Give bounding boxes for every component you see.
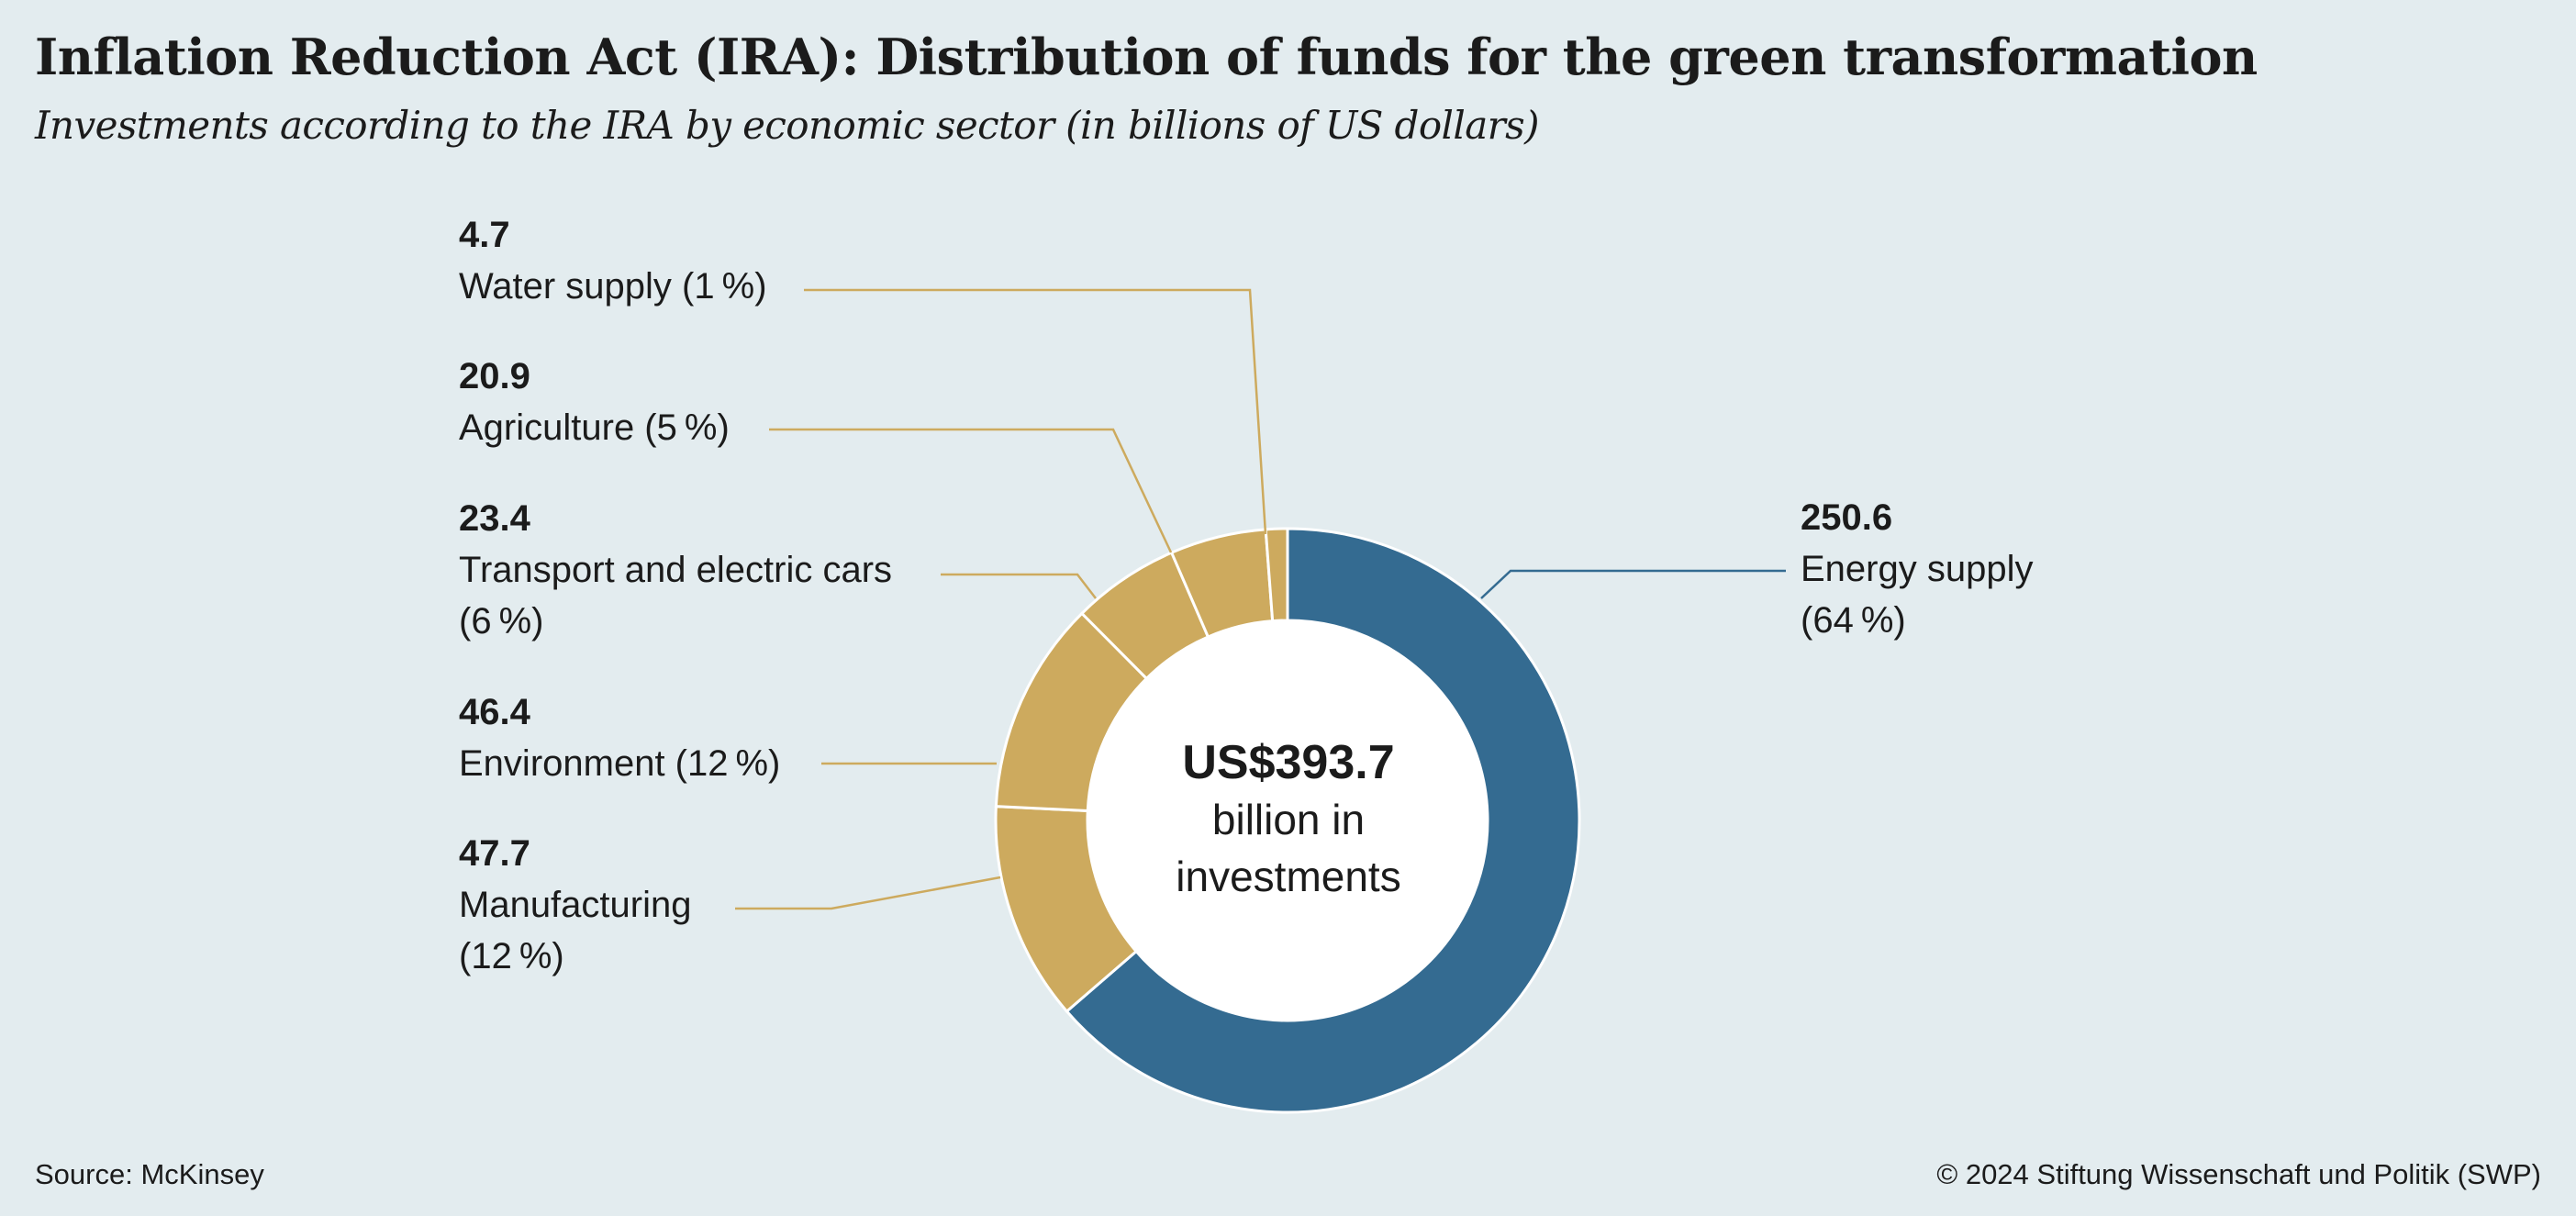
value-agriculture: 20.9 <box>459 356 530 396</box>
leader-line-transport <box>941 573 1097 599</box>
donut-hole <box>1088 621 1487 1020</box>
name-manufacturing-percent: (12 %) <box>459 936 564 976</box>
leader-lines <box>735 288 1786 910</box>
name-agriculture: Agriculture (5 %) <box>459 407 730 448</box>
source-note: Source: McKinsey <box>35 1158 264 1190</box>
value-manufacturing: 47.7 <box>459 833 530 874</box>
label-agriculture: 20.9 Agriculture (5 %) <box>459 351 730 453</box>
chart-subtitle: Investments according to the IRA by econ… <box>35 103 1539 148</box>
donut-slices <box>994 527 1581 1114</box>
total-amount: US$393.7 <box>1182 736 1395 789</box>
leader-line-energy <box>1480 569 1786 599</box>
name-water-supply: Water supply (1 %) <box>459 266 767 307</box>
leader-line-agriculture <box>769 428 1173 553</box>
label-manufacturing: 47.7 Manufacturing (12 %) <box>459 828 691 982</box>
value-energy-supply: 250.6 <box>1801 497 1893 538</box>
value-transport: 23.4 <box>459 498 530 539</box>
label-transport: 23.4 Transport and electric cars (6 %) <box>459 493 892 647</box>
name-environment: Environment (12 %) <box>459 743 781 784</box>
leader-line-water <box>804 288 1267 535</box>
name-transport-percent: (6 %) <box>459 601 544 641</box>
leader-line-manufacturing <box>735 876 1001 910</box>
value-environment: 46.4 <box>459 692 530 732</box>
name-energy-supply: Energy supply <box>1801 549 2034 589</box>
label-energy-supply: 250.6 Energy supply (64 %) <box>1801 492 2033 646</box>
label-water-supply: 4.7 Water supply (1 %) <box>459 209 767 312</box>
name-transport: Transport and electric cars <box>459 550 893 590</box>
center-line-1: billion in <box>1211 796 1366 843</box>
name-energy-supply-percent: (64 %) <box>1801 600 1906 641</box>
slice-energy-supply <box>1065 527 1581 1114</box>
chart-title: Inflation Reduction Act (IRA): Distribut… <box>35 28 2258 86</box>
value-water-supply: 4.7 <box>459 215 510 255</box>
copyright-note: © 2024 Stiftung Wissenschaft und Politik… <box>1936 1158 2541 1190</box>
donut-center-label: US$393.7 billion in investments <box>1123 734 1454 905</box>
slice-water-supply <box>1264 527 1289 623</box>
center-line-2: investments <box>1176 853 1401 900</box>
name-manufacturing: Manufacturing <box>459 885 692 925</box>
label-environment: 46.4 Environment (12 %) <box>459 686 780 789</box>
